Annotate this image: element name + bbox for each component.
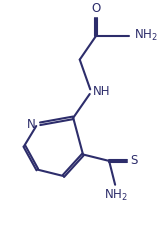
Text: NH: NH [93, 85, 111, 99]
Text: O: O [91, 2, 101, 15]
Text: NH$_2$: NH$_2$ [104, 188, 127, 203]
Text: N: N [27, 118, 35, 131]
Text: NH$_2$: NH$_2$ [134, 28, 158, 43]
Text: S: S [131, 154, 138, 168]
